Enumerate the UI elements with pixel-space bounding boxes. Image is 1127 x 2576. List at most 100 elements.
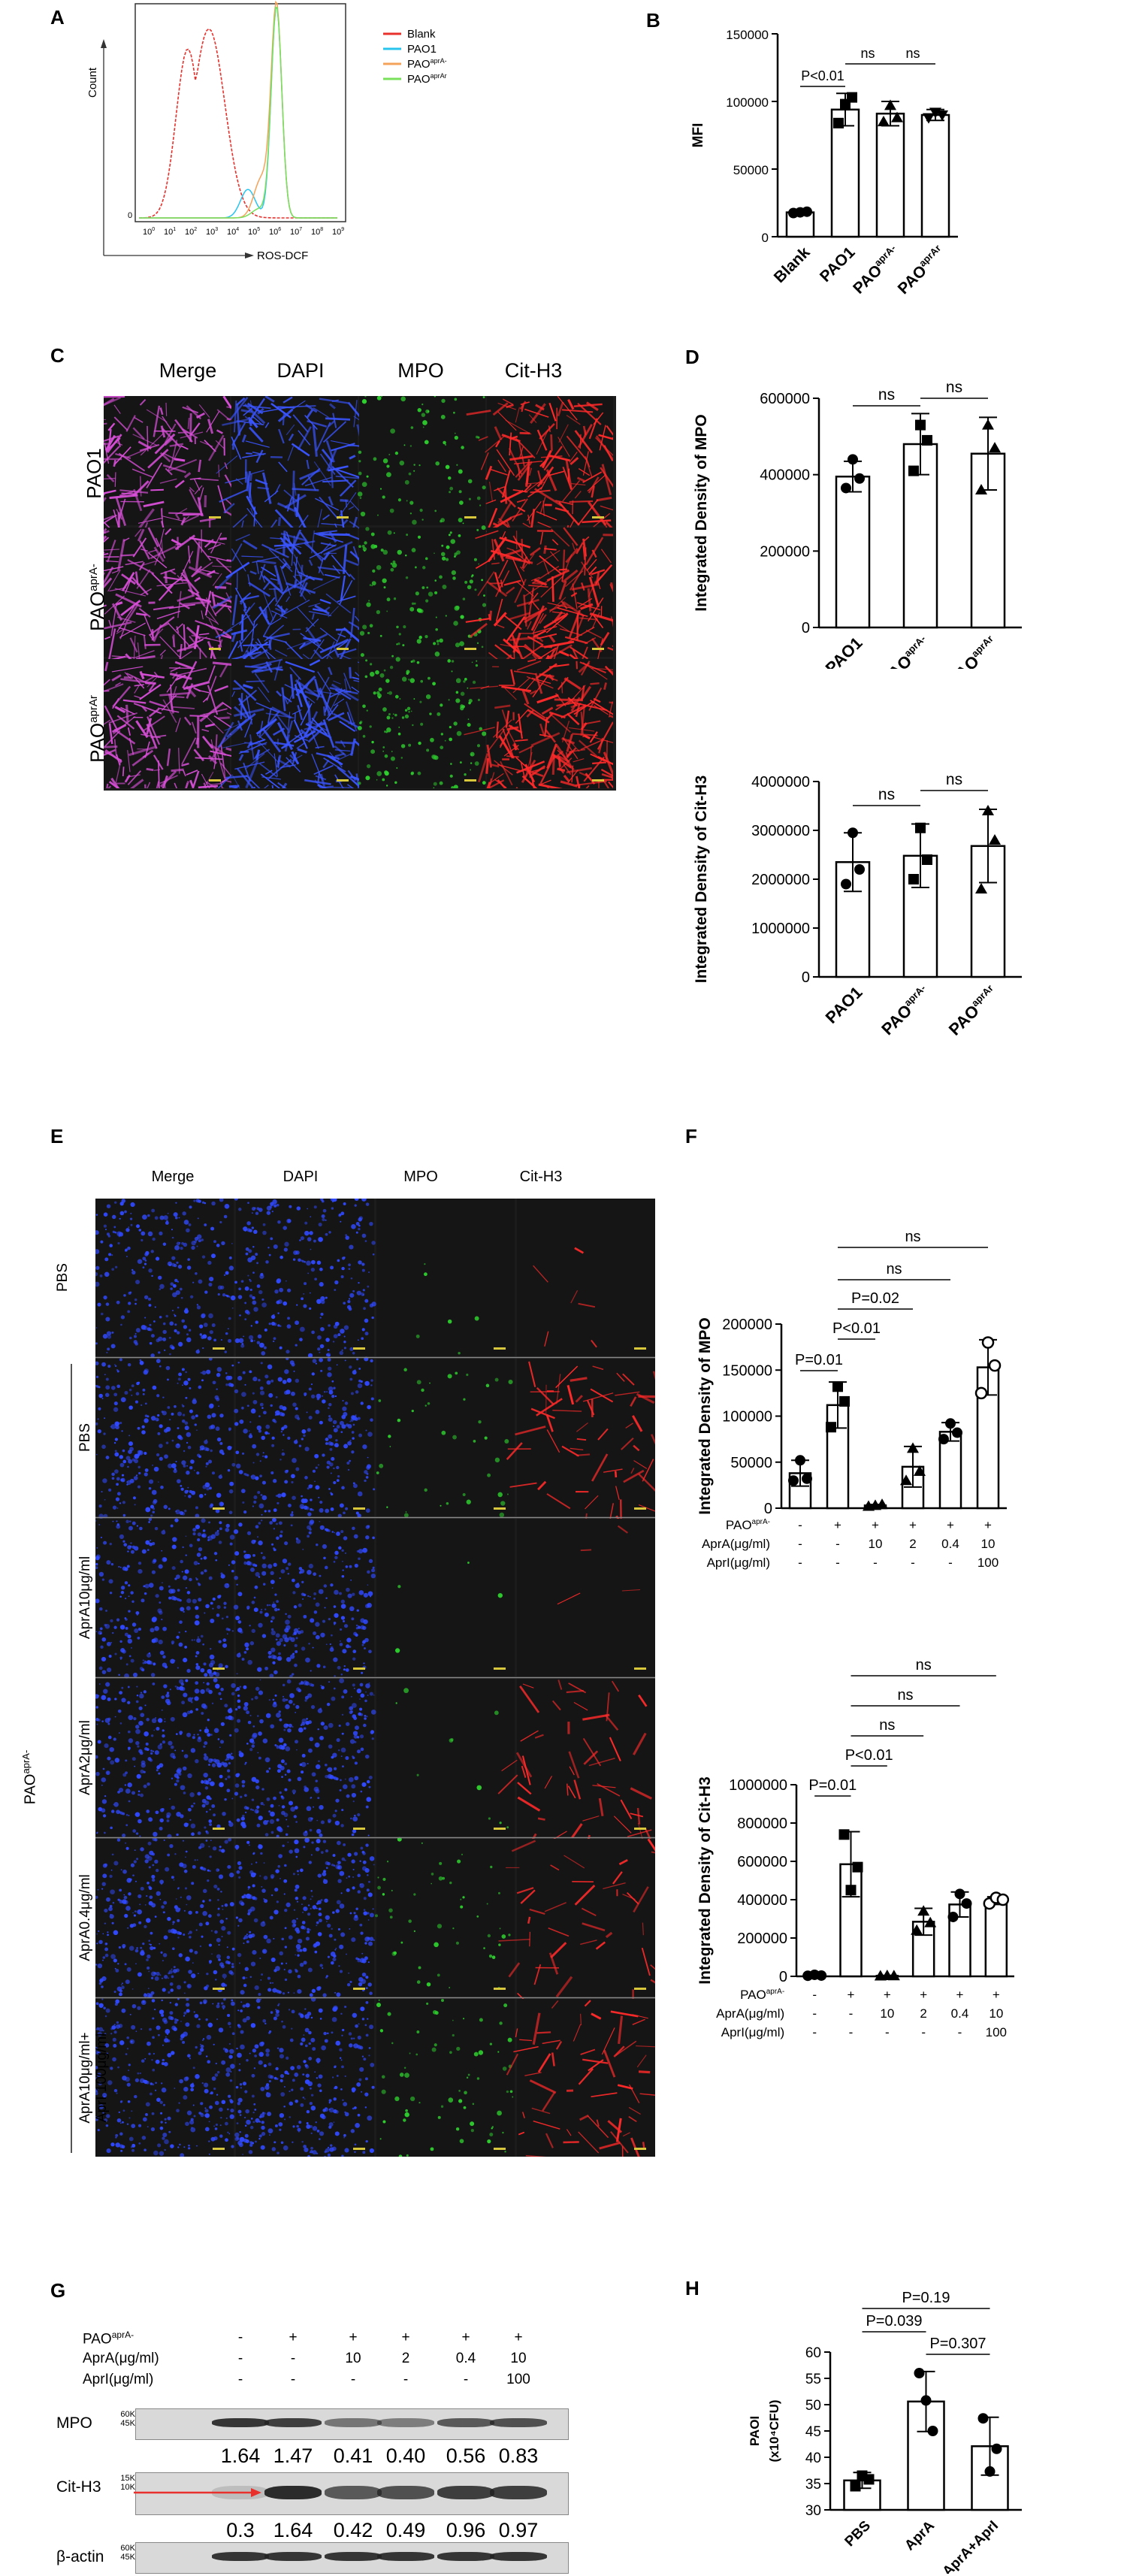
point-1-2 [839, 1395, 850, 1407]
legend-label-3: PAOaprAr [407, 72, 447, 86]
panel-label-e: E [50, 1125, 64, 1147]
y-tick-label: 200000 [760, 543, 810, 560]
c-row-aprA-minus: PAOaprA- [86, 564, 109, 631]
y-tick-label: 0 [762, 231, 769, 245]
y-tick-label: 0 [802, 620, 810, 636]
point-1-1 [915, 822, 926, 833]
y-tick-label: 100000 [722, 1409, 772, 1426]
micrograph-r2-c1 [233, 1517, 376, 1679]
y-tick-label: 600000 [737, 1854, 787, 1870]
point-2-1 [982, 805, 994, 815]
y-tick-label: 2000000 [751, 872, 810, 888]
point-5-2 [996, 1893, 1010, 1906]
point-3-0 [923, 113, 935, 124]
g-quant-0-3: 0.40 [385, 2444, 426, 2467]
histogram-tick-6: 106 [269, 227, 281, 237]
micrograph-r0-c2 [357, 396, 486, 525]
y-tick-label: 35 [805, 2477, 821, 2493]
e-row-label-2: AprA10μg/ml [77, 1556, 93, 1640]
e-row-label-5: AprA10μg/ml+ AprI 100μg/ml [77, 2032, 110, 2124]
histogram-zero-label: 0 [128, 211, 132, 220]
g-quant-1-1: 1.64 [273, 2519, 313, 2541]
condition-value-1-1: - [835, 1537, 840, 1551]
point-3-0 [900, 1474, 912, 1486]
g-cond-label-1: AprA(μg/ml) [83, 2351, 159, 2366]
point-0-2 [854, 473, 865, 484]
micrograph-r2-c2 [376, 1519, 515, 1677]
g-band-2-1 [264, 2552, 322, 2561]
g-cond-1-0: - [237, 2351, 243, 2366]
y-tick-label: 600000 [760, 391, 810, 407]
point-3-1 [917, 1905, 930, 1916]
micrograph-r2-c1 [215, 658, 378, 791]
condition-value-1-3: 2 [909, 1537, 916, 1551]
point-3-2 [914, 1465, 926, 1476]
micrograph-r1-c2 [358, 525, 487, 658]
category-label-0: Blank [771, 243, 814, 286]
micrograph-r1-c1 [234, 1356, 376, 1518]
histogram-tick-1: 101 [164, 227, 176, 237]
y-tick-label: 400000 [737, 1892, 787, 1909]
g-quant-0-4: 0.56 [446, 2444, 486, 2467]
significance-label-4: P=0.01 [808, 1777, 857, 1794]
y-tick-label: 0 [764, 1501, 772, 1517]
significance-label-1: ns [946, 379, 962, 396]
condition-value-2-4: - [958, 2025, 962, 2039]
chart-d-bottom: 0 1000000 2000000 3000000 4000000 Integrated … [693, 771, 1022, 1039]
condition-value-1-5: 10 [989, 2006, 1003, 2021]
bar-2 [875, 112, 905, 238]
micrograph-grid-c [104, 396, 616, 791]
histogram-tick-2: 102 [185, 227, 197, 237]
g-cond-2-0: - [237, 2372, 243, 2387]
point-1-0 [838, 1829, 850, 1840]
micrograph-r0-c3 [466, 396, 616, 546]
condition-row-label-0: PAOaprA- [726, 1518, 770, 1532]
bar-4 [938, 1431, 962, 1510]
point-2-1 [982, 419, 994, 430]
condition-value-2-2: - [885, 2025, 890, 2039]
g-cond-0-5: + [514, 2330, 523, 2345]
g-blot-name-2: β-actin [56, 2548, 104, 2565]
panel-label-a: A [50, 6, 65, 29]
g-cond-1-5: 10 [510, 2351, 527, 2366]
y-axis-title: Integrated Density of Cit-H3 [693, 776, 710, 984]
g-band-1-3 [377, 2486, 434, 2499]
point-0-0 [788, 1475, 799, 1486]
condition-value-0-4: + [947, 1518, 954, 1532]
g-quant-1-3: 0.49 [385, 2519, 426, 2541]
point-1-2 [922, 434, 932, 446]
condition-value-2-5: 100 [986, 2025, 1007, 2039]
condition-value-1-5: 10 [981, 1537, 996, 1551]
e-col-merge: Merge [151, 1169, 195, 1185]
g-band-0-1 [264, 2418, 322, 2427]
histogram-frame [134, 3, 346, 222]
y-tick-label: 30 [805, 2503, 821, 2519]
point-4-2 [952, 1427, 962, 1438]
y-tick-label: 100000 [726, 95, 769, 110]
micrograph-r3-c3 [497, 1679, 655, 1861]
point-1-1 [845, 1885, 857, 1896]
micrograph-r3-c0 [95, 1677, 236, 1839]
g-band-2-5 [490, 2552, 547, 2561]
condition-value-0-2: + [884, 1988, 891, 2002]
significance-label-0: P<0.01 [801, 68, 844, 83]
y-tick-label: 0 [802, 969, 810, 986]
legend-label-2: PAOaprA- [407, 57, 447, 71]
point-0-0 [850, 2481, 861, 2492]
g-blot-markers-2: 60K 45K [120, 2544, 135, 2562]
chart-f-top: 0 50000 100000 150000 200000 Integrated Densi… [696, 1229, 1007, 1570]
point-2-2 [991, 2443, 1002, 2454]
micrograph-r4-c2 [375, 1837, 515, 1997]
e-row-label-4: AprA0.4μg/ml [77, 1874, 93, 1961]
panel-label-f: F [685, 1125, 697, 1147]
g-cond-0-1: + [289, 2330, 298, 2345]
category-label-1: PAOaprA- [878, 982, 934, 1039]
condition-value-2-4: - [948, 1556, 953, 1570]
y-tick-label: 4000000 [751, 774, 810, 791]
g-quant-0-0: 1.64 [220, 2444, 261, 2467]
g-band-2-3 [377, 2552, 434, 2561]
y-tick-label: 400000 [760, 467, 810, 484]
c-col-cith3: Cit-H3 [504, 359, 563, 382]
y-axis-title: Integrated Density of MPO [696, 1317, 714, 1515]
